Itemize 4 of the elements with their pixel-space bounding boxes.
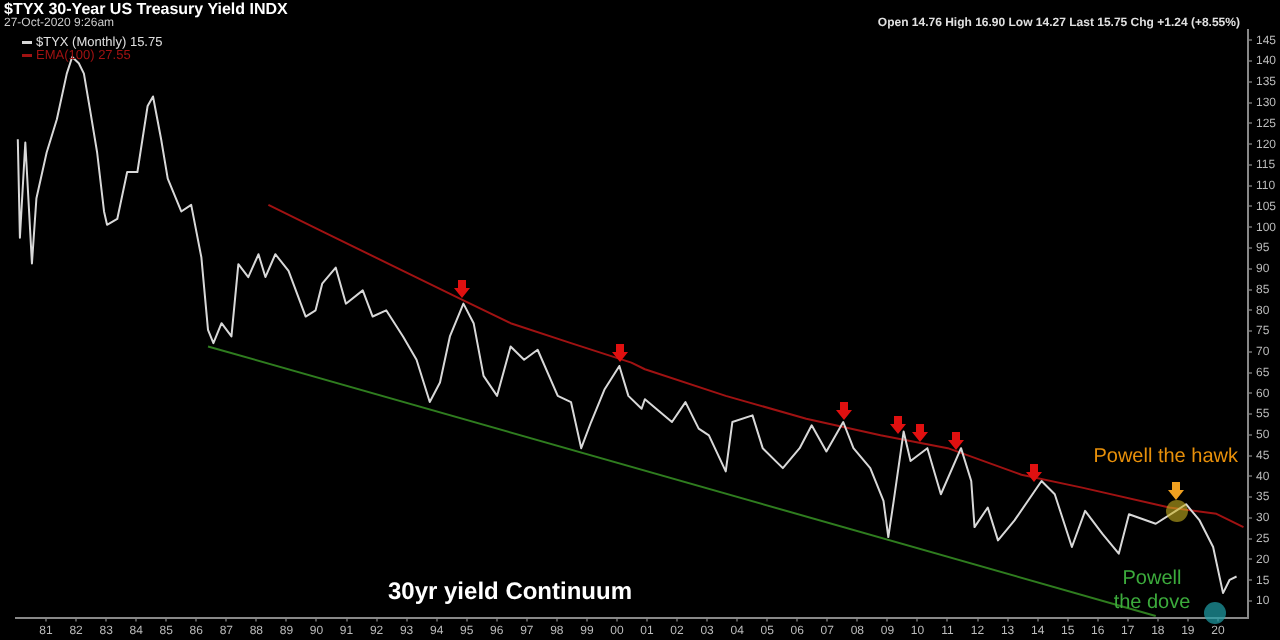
annotation: 30yr yield Continuum: [387, 576, 633, 605]
chart-title: $TYX 30-Year US Treasury Yield INDX: [4, 0, 290, 19]
annotation: Powell the hawk: [1093, 445, 1240, 468]
annotation: Powell the dove: [1113, 567, 1192, 614]
